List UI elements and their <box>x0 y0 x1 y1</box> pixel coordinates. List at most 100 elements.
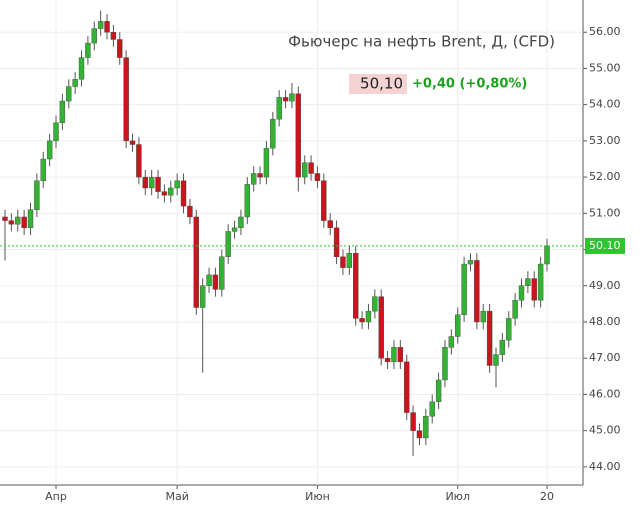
candle-body <box>448 336 455 348</box>
x-tick-label: Апр <box>45 490 67 503</box>
candle-body <box>531 278 537 301</box>
candle-body <box>282 97 289 102</box>
candle-body <box>295 93 302 178</box>
x-tick-label: Июн <box>305 490 330 503</box>
candle-body <box>117 39 123 58</box>
candle-body <box>212 274 219 290</box>
y-tick-label: 57.00 <box>589 0 621 2</box>
candle-body <box>180 180 187 207</box>
candle-body <box>85 42 91 58</box>
candle-body <box>2 216 8 221</box>
candle-body <box>486 310 493 366</box>
last-price-box <box>585 237 625 254</box>
candle-body <box>518 285 525 301</box>
candle-body <box>155 176 161 192</box>
candle-body <box>391 347 397 363</box>
candle-body <box>34 180 40 210</box>
candle-body <box>397 347 404 363</box>
candle-body <box>359 318 365 323</box>
candle-body <box>148 176 155 189</box>
candle-body <box>123 57 129 142</box>
candle-body <box>40 158 46 181</box>
candle-body <box>142 176 148 189</box>
y-tick-label: 53.00 <box>589 134 621 147</box>
candle-body <box>416 430 423 439</box>
candle-body <box>53 122 59 142</box>
y-tick-label: 54.00 <box>589 98 621 111</box>
price-label: 50,10 <box>360 75 403 93</box>
candle-body <box>276 97 282 120</box>
candle-body <box>168 187 174 196</box>
candle-body <box>423 415 429 439</box>
candle-body <box>308 162 314 174</box>
candle-body <box>442 347 448 381</box>
candle-body <box>506 318 512 341</box>
candle-body <box>27 209 34 229</box>
y-tick-label: 47.00 <box>589 351 621 364</box>
y-tick-label: 49.00 <box>589 279 621 292</box>
y-tick-label: 45.00 <box>589 424 621 437</box>
candle-body <box>435 379 442 402</box>
candle-body <box>244 184 251 218</box>
candle-body <box>250 173 257 185</box>
candle-body <box>353 252 359 319</box>
candles <box>2 10 550 457</box>
candle-body <box>493 354 499 366</box>
candle-body <box>384 358 391 363</box>
x-tick-label: Июл <box>445 490 470 503</box>
candle-body <box>91 28 97 44</box>
candle-body <box>544 245 550 265</box>
candle-body <box>46 140 53 160</box>
candle-body <box>455 314 461 337</box>
candle-body <box>512 300 518 319</box>
candle-body <box>238 216 244 229</box>
price-box <box>349 74 407 94</box>
candle-body <box>231 227 238 232</box>
candle-body <box>66 86 72 102</box>
candle-body <box>129 140 136 145</box>
y-tick-label: 52.00 <box>589 170 621 183</box>
candle-body <box>78 57 85 80</box>
y-tick-label: 55.00 <box>589 61 621 74</box>
candle-body <box>340 256 346 268</box>
candle-body <box>219 256 225 290</box>
candle-body <box>537 263 544 301</box>
candle-body <box>21 216 27 229</box>
candle-body <box>474 260 480 323</box>
candle-body <box>404 361 410 413</box>
candle-body <box>206 274 212 286</box>
candle-body <box>257 173 263 178</box>
candle-body <box>263 147 270 178</box>
candle-body <box>301 162 308 178</box>
chart-title: Фьючерс на нефть Brent, Д, (CFD) <box>288 33 555 51</box>
y-tick-label: 44.00 <box>589 460 621 473</box>
candle-body <box>321 180 327 221</box>
candle-body <box>499 339 506 355</box>
candle-body <box>525 278 531 286</box>
candle-body <box>136 144 142 178</box>
candle-body <box>72 79 78 87</box>
candle-body <box>378 296 384 359</box>
candle-body <box>161 191 168 196</box>
candle-body <box>97 21 104 29</box>
candle-body <box>372 296 378 312</box>
candle-body <box>314 173 321 181</box>
y-tick-label: 51.00 <box>589 206 621 219</box>
y-tick-label: 46.00 <box>589 387 621 400</box>
candle-body <box>270 118 276 149</box>
candle-body <box>15 216 21 225</box>
candle-body <box>59 100 66 123</box>
candle-body <box>199 285 206 308</box>
candle-body <box>346 252 353 268</box>
candle-body <box>193 216 199 308</box>
candle-body <box>429 401 435 417</box>
candle-body <box>461 263 467 315</box>
y-tick-label: 56.00 <box>589 25 621 38</box>
candle-body <box>104 21 110 33</box>
candle-body <box>467 260 474 265</box>
candle-body <box>480 310 486 323</box>
last-price-label: 50.10 <box>589 239 621 252</box>
x-tick-label: 20 <box>540 490 554 503</box>
